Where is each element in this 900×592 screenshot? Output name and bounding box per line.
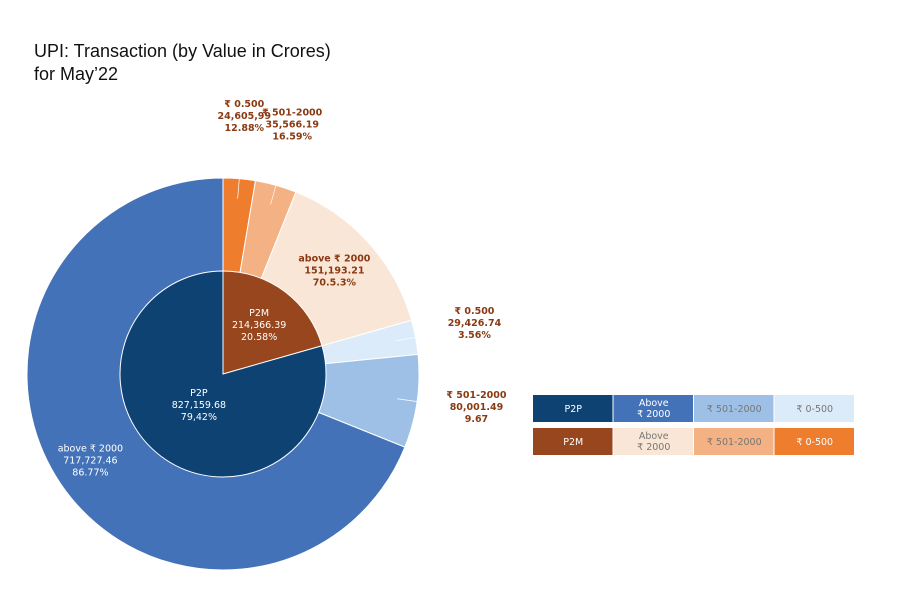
legend-swatch-p2p-2 bbox=[694, 395, 774, 422]
inner-pie bbox=[119, 270, 327, 478]
inner-label-p2p: P2P 827,159.68 79,42% bbox=[172, 388, 226, 423]
legend-label-p2p-3: ₹ 0-500 bbox=[796, 404, 833, 415]
legend-label-line: ₹ 2000 bbox=[637, 442, 670, 453]
outer-label-p2m-501-2000-leader bbox=[270, 144, 288, 205]
inner-label-p2m-line: 214,366.39 bbox=[232, 320, 286, 331]
outer-label-p2p-501-2000-line: ₹ 501-2000 bbox=[446, 390, 507, 401]
legend-label-line: Above bbox=[639, 431, 669, 442]
inner-label-p2m: P2M 214,366.39 20.58% bbox=[232, 308, 286, 343]
legend-swatch-p2p-3 bbox=[774, 395, 854, 422]
inner-label-p2p-line: 827,159.68 bbox=[172, 400, 226, 411]
legend-label-line: ₹ 501-2000 bbox=[707, 404, 762, 415]
legend-swatch-p2p-1 bbox=[613, 395, 693, 422]
inner-label-p2m-line: P2M bbox=[249, 308, 269, 319]
inner-slice-p2p bbox=[119, 270, 327, 478]
legend-label-p2m-2: ₹ 501-2000 bbox=[707, 437, 762, 448]
outer-label-p2m-501-2000: ₹ 501-2000 35,566.19 16.59% bbox=[262, 108, 323, 143]
outer-label-p2p-0-500-line: 3.56% bbox=[458, 330, 491, 341]
outer-label-p2p-above-2000: above ₹ 2000 717,727.46 86.77% bbox=[58, 444, 123, 479]
outer-label-p2p-0-500: ₹ 0.500 29,426.74 3.56% bbox=[448, 306, 502, 341]
inner-label-p2m-line: 20.58% bbox=[241, 332, 277, 343]
outer-label-p2m-0-500-line: ₹ 0.500 bbox=[224, 99, 264, 110]
outer-label-p2p-above-2000-line: above ₹ 2000 bbox=[58, 444, 123, 455]
outer-label-p2m-above-2000-line: above ₹ 2000 bbox=[298, 254, 370, 265]
outer-label-p2m-above-2000-line: 151,193.21 bbox=[304, 266, 364, 277]
outer-label-p2m-above-2000: above ₹ 2000 151,193.21 70.5.3% bbox=[298, 254, 370, 289]
outer-label-p2p-501-2000-line: 80,001.49 bbox=[450, 402, 504, 413]
legend-label-p2m-0: P2M bbox=[563, 437, 583, 448]
legend-swatch-p2m-0 bbox=[533, 428, 613, 455]
legend-label-line: Above bbox=[639, 398, 669, 409]
outer-label-p2m-0-500: ₹ 0.500 24,605,99 12.88% bbox=[218, 99, 272, 134]
outer-label-p2p-0-500-line: ₹ 0.500 bbox=[454, 306, 494, 317]
outer-label-p2p-501-2000: ₹ 501-2000 80,001.49 9.67 bbox=[446, 390, 507, 425]
legend-label-p2m-3: ₹ 0-500 bbox=[796, 437, 833, 448]
outer-label-p2m-0-500-line: 24,605,99 bbox=[218, 111, 272, 122]
legend-label-line: ₹ 0-500 bbox=[796, 437, 833, 448]
legend-label-line: P2P bbox=[564, 404, 582, 415]
legend-label-p2p-0: P2P bbox=[564, 404, 582, 415]
legend-label-line: ₹ 0-500 bbox=[796, 404, 833, 415]
legend-label-p2p-2: ₹ 501-2000 bbox=[707, 404, 762, 415]
legend-swatch-p2m-1 bbox=[613, 428, 693, 455]
outer-label-p2p-0-500-line: 29,426.74 bbox=[448, 318, 502, 329]
inner-label-p2p-line: P2P bbox=[190, 388, 208, 399]
outer-label-p2m-501-2000-line: ₹ 501-2000 bbox=[262, 108, 323, 119]
outer-label-p2p-above-2000-line: 717,727.46 bbox=[63, 456, 117, 467]
legend-label-p2p-1: Above ₹ 2000 bbox=[637, 398, 670, 420]
outer-label-p2m-501-2000-line: 35,566.19 bbox=[265, 120, 319, 131]
chart-title-line-1: UPI: Transaction (by Value in Crores) bbox=[34, 41, 331, 61]
inner-slice-p2m bbox=[222, 270, 323, 375]
legend-swatch-p2m-3 bbox=[774, 428, 854, 455]
inner-label-p2p-line: 79,42% bbox=[181, 412, 217, 423]
leader-lines bbox=[237, 136, 459, 408]
legend-label-line: ₹ 2000 bbox=[637, 409, 670, 420]
outer-label-p2p-above-2000-line: 86.77% bbox=[72, 468, 108, 479]
chart-title-line-2: for May’22 bbox=[34, 64, 119, 84]
chart-title: UPI: Transaction (by Value in Crores) fo… bbox=[34, 40, 331, 86]
outer-label-p2m-0-500-line: 12.88% bbox=[225, 123, 265, 134]
legend-swatch-p2m-2 bbox=[694, 428, 774, 455]
legend-swatch-p2p-0 bbox=[533, 395, 613, 422]
legend-label-line: ₹ 501-2000 bbox=[707, 437, 762, 448]
outer-label-p2p-501-2000-line: 9.67 bbox=[465, 414, 488, 425]
outer-label-p2m-above-2000-line: 70.5.3% bbox=[313, 278, 357, 289]
outer-label-p2m-0-500-leader bbox=[237, 136, 244, 199]
legend-label-p2m-1: Above ₹ 2000 bbox=[637, 431, 670, 453]
legend-label-line: P2M bbox=[563, 437, 583, 448]
outer-label-p2p-501-2000-leader bbox=[397, 398, 459, 408]
slice-labels: P2M 214,366.39 20.58% P2P 827,159.68 79,42% ₹ … bbox=[58, 99, 507, 479]
outer-label-p2p-0-500-leader bbox=[395, 328, 457, 342]
outer-label-p2m-501-2000-line: 16.59% bbox=[272, 132, 312, 143]
